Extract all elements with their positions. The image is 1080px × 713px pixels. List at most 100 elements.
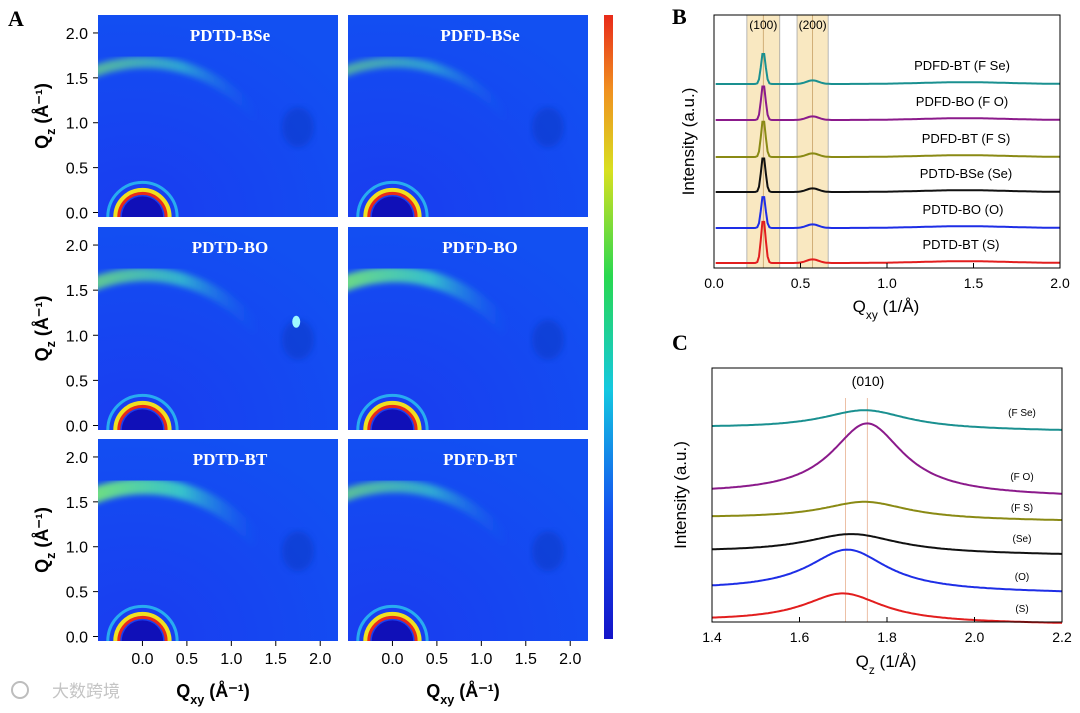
y-tick-label: 2.0 (66, 238, 88, 255)
y-tick-label: 1.5 (66, 283, 88, 300)
shadow-spot (532, 107, 564, 148)
x-tick-label: 1.5 (265, 651, 287, 668)
map-title: PDTD-BO (192, 238, 269, 257)
panel-letter-b: B (672, 4, 687, 29)
pi-stacking-ring (348, 56, 513, 122)
x-tick-label: 1.4 (702, 629, 722, 645)
map-title: PDFD-BO (442, 238, 518, 257)
lamellar-ring-core (367, 405, 418, 430)
shadow-spot (532, 531, 564, 572)
y-tick-label: 1.5 (66, 495, 88, 512)
series-label: (F Se) (1008, 408, 1036, 419)
series-label: (S) (1015, 604, 1028, 615)
x-tick-label: 1.0 (470, 651, 492, 668)
watermark-logo-icon (11, 681, 29, 699)
y-tick-label: 0.0 (66, 418, 88, 435)
pi-stacking-ring (98, 267, 264, 335)
giwaxs-map: PDTD-BO (98, 227, 338, 430)
beamstop-shadow (371, 409, 414, 430)
series-line (712, 409, 1062, 431)
x-tick-label: 1.5 (515, 651, 537, 668)
outer-lamellar-ring (356, 181, 429, 217)
beamstop-shadow (121, 196, 164, 217)
shadow-spot (532, 319, 564, 360)
y-tick-label: 2.0 (66, 26, 88, 43)
lamellar-ring (363, 187, 422, 217)
giwaxs-map: PDTD-BT (98, 439, 338, 641)
lamellar-ring-core (117, 405, 168, 430)
x-tick-label: 2.0 (309, 651, 331, 668)
x-tick-label: 2.0 (965, 629, 985, 645)
colorbar (604, 15, 613, 639)
shadow-spot (282, 107, 314, 148)
plot-frame (711, 367, 1063, 623)
lamellar-ring-core (367, 616, 418, 641)
series-line (711, 533, 1062, 555)
x-tick-label: 1.6 (790, 629, 810, 645)
y-tick-label: 0.0 (66, 206, 88, 223)
y-tick-label: 0.5 (66, 585, 88, 602)
series-label: (O) (1015, 572, 1029, 583)
outer-lamellar-ring (356, 394, 429, 430)
series-line (712, 548, 1062, 593)
lamellar-ring (113, 400, 172, 430)
lamellar-ring (363, 400, 422, 430)
series-label: PDTD-BSe (Se) (920, 166, 1012, 181)
series-label: (F O) (1010, 472, 1033, 483)
series-label: PDFD-BT (F S) (922, 131, 1011, 146)
y-tick-label: 2.0 (66, 450, 88, 467)
beamstop-shadow (121, 409, 164, 430)
series-line (715, 196, 1060, 229)
series-label: PDTD-BO (O) (923, 202, 1004, 217)
series-label: PDTD-BT (S) (922, 237, 999, 252)
lamellar-ring-core (117, 616, 168, 641)
y-tick-label: 0.5 (66, 373, 88, 390)
series-line (711, 592, 1063, 624)
x-axis-label: Qz (1/Å) (856, 652, 917, 677)
giwaxs-map: PDFD-BO (348, 227, 588, 430)
lamellar-ring-core (367, 192, 418, 217)
series-line (715, 220, 1060, 264)
bright-spot (292, 315, 301, 328)
y-axis-label: Intensity (a.u.) (671, 441, 690, 549)
outer-lamellar-ring (106, 181, 179, 217)
x-tick-label: 2.2 (1052, 629, 1072, 645)
y-axis-label: Qz (Å⁻¹) (32, 83, 58, 149)
y-axis-label: Intensity (a.u.) (679, 88, 698, 196)
panel-a-giwaxs-maps: PDTD-BSe PDFD-BSe PDTD-BO PDFD-BO PDTD-BT PDF… (32, 15, 613, 707)
outer-lamellar-ring (106, 605, 179, 641)
series-line (712, 500, 1062, 521)
series-line (715, 157, 1060, 193)
pi-stacking-ring (98, 56, 263, 122)
y-tick-label: 1.0 (66, 540, 88, 557)
x-tick-label: 0.0 (381, 651, 403, 668)
series-line (715, 53, 1060, 85)
pi-stacking-ring (348, 266, 515, 336)
series-label: (F S) (1011, 503, 1033, 514)
lamellar-ring-core (117, 192, 168, 217)
x-tick-label: 1.0 (220, 651, 242, 668)
peak-label: (200) (799, 18, 827, 32)
series-line (715, 120, 1060, 158)
peak-label: (010) (852, 373, 885, 389)
y-tick-label: 1.0 (66, 116, 88, 133)
panel-c-out-of-plane-profiles: (010) (F Se) (F O) (F S) (Se) (O) (S) 1.4 1.6 1.8… (671, 367, 1072, 677)
map-title: PDFD-BSe (440, 26, 520, 45)
pi-stacking-ring (98, 478, 265, 548)
beamstop-shadow (371, 620, 414, 641)
giwaxs-map: PDTD-BSe (98, 15, 338, 217)
x-axis-label: Qxy (Å⁻¹) (176, 681, 250, 707)
x-tick-label: 0.5 (791, 275, 811, 291)
series-line (715, 85, 1060, 121)
beamstop-shadow (121, 620, 164, 641)
y-axis-label: Qz (Å⁻¹) (32, 507, 58, 573)
series-label: PDFD-BO (F O) (916, 94, 1008, 109)
y-tick-label: 1.0 (66, 328, 88, 345)
x-tick-label: 2.0 (559, 651, 581, 668)
watermark: 大数跨境 (11, 681, 120, 701)
panel-b-in-plane-profiles: (100) (200) PDFD-BT (F Se) PDFD-BO (F O) PDF… (679, 14, 1070, 322)
shadow-spot (282, 531, 314, 572)
series-label: PDFD-BT (F Se) (914, 58, 1010, 73)
x-tick-label: 1.0 (877, 275, 897, 291)
